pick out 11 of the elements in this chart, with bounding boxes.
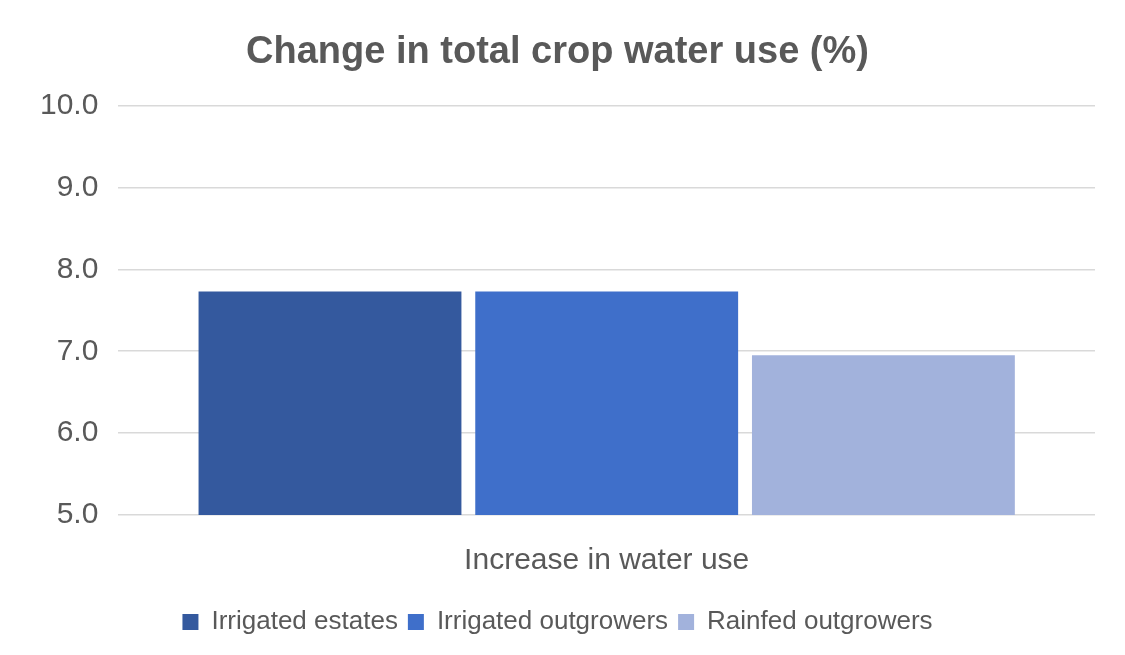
y-tick-label: 9.0 (56, 168, 99, 202)
legend-label: Irrigated outgrowers (436, 605, 669, 636)
y-tick-label: 6.0 (56, 414, 99, 448)
x-tick-label: Increase in water use (464, 542, 750, 576)
y-tick-label: 5.0 (56, 496, 99, 530)
legend-label: Rainfed outgrowers (707, 605, 933, 636)
legend-label: Irrigated estates (211, 605, 398, 636)
y-tick-label: 8.0 (56, 250, 99, 284)
y-tick-label: 7.0 (56, 332, 99, 366)
chart-title: Change in total crop water use (%) (246, 29, 869, 72)
y-tick-label: 10.0 (40, 86, 99, 120)
